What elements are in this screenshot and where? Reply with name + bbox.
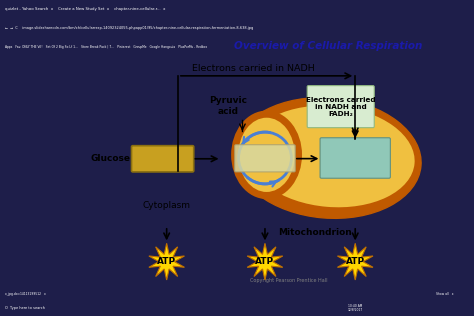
Polygon shape	[149, 243, 184, 280]
Text: Copyright Pearson Prentice Hall: Copyright Pearson Prentice Hall	[250, 278, 328, 283]
Text: O  Type here to search: O Type here to search	[5, 306, 45, 310]
Text: Electrons carried
in NADH and
FADH₂: Electrons carried in NADH and FADH₂	[306, 97, 375, 117]
FancyBboxPatch shape	[235, 145, 295, 172]
Ellipse shape	[247, 106, 415, 207]
Text: Electrons carried in NADH: Electrons carried in NADH	[192, 64, 315, 73]
Text: ←  →  C    image.slidesharecdn.com/bm/ch/cellularresp-14092324055-phpapp01/95/ch: ← → C image.slidesharecdn.com/bm/ch/cell…	[5, 27, 253, 30]
Text: ATP: ATP	[255, 257, 274, 266]
FancyBboxPatch shape	[131, 146, 194, 172]
Ellipse shape	[231, 111, 302, 199]
Text: Show all   x: Show all x	[436, 292, 454, 296]
Polygon shape	[247, 243, 283, 280]
FancyBboxPatch shape	[320, 138, 391, 178]
Text: quizlet - Yahoo Search  x    Create a New Study Set  x    chapter-nine-cellular-: quizlet - Yahoo Search x Create a New St…	[5, 8, 165, 11]
Ellipse shape	[238, 118, 295, 192]
Text: Mitochondrion: Mitochondrion	[278, 228, 352, 237]
Text: ATP: ATP	[157, 257, 176, 266]
Text: Glucose: Glucose	[91, 154, 130, 163]
Ellipse shape	[235, 98, 421, 218]
FancyBboxPatch shape	[307, 86, 374, 128]
Text: x_jpg.do=14113199512   x: x_jpg.do=14113199512 x	[5, 292, 46, 296]
Polygon shape	[337, 243, 373, 280]
Text: 10:40 AM
12/8/2017: 10:40 AM 12/8/2017	[348, 304, 363, 313]
Text: Apps   Fav. ONLY THE VE!   Set Of 2 Big So Lf 1...   Store Break Pack | 7...   P: Apps Fav. ONLY THE VE! Set Of 2 Big So L…	[5, 46, 207, 49]
Text: Cytoplasm: Cytoplasm	[143, 201, 191, 210]
Text: ATP: ATP	[346, 257, 365, 266]
Text: Pyruvic
acid: Pyruvic acid	[209, 96, 247, 116]
Text: Overview of Cellular Respiration: Overview of Cellular Respiration	[234, 41, 422, 51]
